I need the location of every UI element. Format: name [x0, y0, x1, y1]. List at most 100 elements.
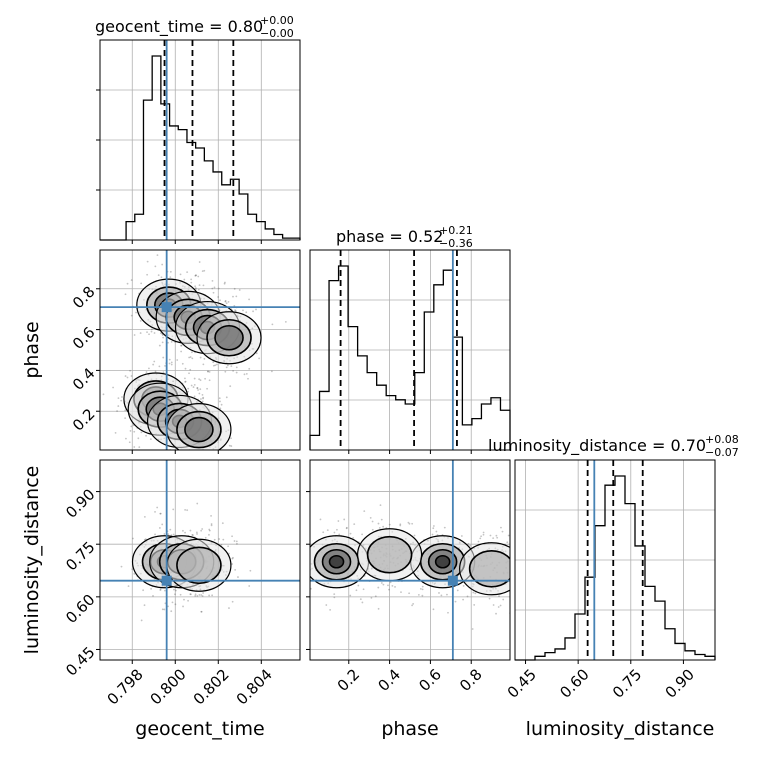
scatter-point: [284, 320, 287, 323]
scatter-point: [527, 581, 529, 583]
scatter-point: [391, 584, 394, 587]
ylabel-phase: phase: [21, 321, 43, 378]
scatter-point: [361, 601, 364, 604]
scatter-point: [154, 533, 156, 536]
scatter-point: [156, 254, 159, 257]
scatter-point: [495, 612, 497, 615]
scatter-point: [133, 334, 136, 336]
scatter-point: [187, 387, 190, 390]
scatter-point: [208, 594, 211, 597]
scatter-point: [469, 544, 472, 547]
scatter-point: [202, 592, 205, 594]
scatter-point: [189, 593, 192, 596]
scatter-point: [345, 527, 348, 530]
scatter-point: [191, 533, 194, 536]
scatter-point: [154, 370, 157, 373]
scatter-point: [170, 363, 173, 366]
scatter-point: [467, 542, 470, 545]
scatter-point: [140, 282, 143, 285]
scatter-point: [190, 351, 193, 354]
scatter-point: [184, 381, 187, 383]
scatter-point: [454, 600, 457, 603]
scatter-point: [189, 461, 191, 463]
scatter-point: [140, 431, 143, 434]
scatter-point: [338, 533, 341, 536]
tick-label-y: 0.75: [62, 538, 98, 574]
scatter-point: [248, 585, 251, 587]
scatter-point: [125, 437, 127, 440]
scatter-point: [472, 591, 475, 594]
scatter-point: [143, 538, 146, 541]
scatter-point: [168, 362, 171, 365]
scatter-point: [479, 537, 482, 540]
hist-panel-luminosity_distance: [514, 459, 716, 664]
scatter-point: [306, 546, 308, 548]
scatter-point: [488, 597, 491, 600]
scatter-point: [163, 608, 166, 611]
scatter-point: [126, 376, 129, 379]
scatter-point: [492, 537, 495, 540]
scatter-point: [535, 580, 537, 582]
scatter-point: [196, 594, 199, 597]
scatter-point: [333, 596, 336, 599]
title-luminosity-distance-minus: −0.07: [705, 446, 739, 459]
scatter-point: [443, 526, 446, 529]
scatter-point: [152, 594, 154, 597]
scatter-point: [329, 608, 332, 611]
scatter-point: [198, 261, 201, 263]
xlabel-phase: phase: [381, 718, 438, 740]
scatter-point: [120, 565, 123, 568]
scatter-point: [208, 370, 211, 373]
scatter-point: [188, 473, 190, 475]
scatter-point: [147, 464, 149, 466]
scatter-point: [146, 331, 148, 334]
scatter-point: [183, 598, 185, 601]
scatter-point: [377, 607, 380, 610]
scatter-point: [197, 452, 199, 454]
scatter-point: [116, 410, 118, 412]
scatter-point: [482, 531, 485, 534]
scatter-point: [208, 529, 211, 532]
scatter-point: [529, 589, 531, 591]
scatter-point: [158, 527, 161, 529]
scatter-point: [447, 611, 449, 614]
scatter-point: [150, 328, 153, 331]
scatter-point: [211, 287, 214, 290]
scatter-point: [333, 531, 336, 534]
tick-label-y: 0.6: [69, 323, 99, 353]
scatter-point: [194, 593, 197, 596]
scatter-point: [421, 588, 424, 591]
tick-label-y: 0.90: [62, 485, 98, 521]
scatter-point: [154, 510, 156, 513]
scatter-point: [170, 361, 173, 364]
scatter-point: [411, 604, 413, 607]
scatter-point: [129, 369, 131, 372]
scatter-point: [130, 314, 133, 317]
scatter-point: [124, 417, 127, 420]
scatter-point: [220, 543, 223, 546]
scatter-point: [456, 589, 459, 592]
scatter-point: [523, 553, 525, 555]
scatter-point: [183, 461, 185, 463]
tick-label-x: 0.60: [556, 665, 592, 701]
scatter-point: [195, 274, 197, 277]
scatter-point: [212, 364, 215, 367]
scatter-point: [199, 356, 202, 359]
scatter-point: [198, 594, 201, 596]
scatter-point: [128, 441, 131, 444]
scatter-point: [515, 574, 517, 576]
tick-label-y: 0.45: [62, 643, 98, 679]
scatter-point: [193, 377, 196, 380]
scatter-point: [198, 284, 201, 287]
scatter-point: [466, 595, 469, 598]
title-geocent-time-plus: +0.00: [260, 14, 294, 27]
scatter-point: [153, 360, 156, 363]
scatter-point: [189, 356, 192, 358]
scatter-point: [137, 437, 140, 440]
scatter-point: [227, 545, 230, 548]
scatter-point: [498, 595, 500, 598]
scatter-point: [501, 530, 504, 533]
scatter-point: [511, 586, 513, 588]
scatter-point: [223, 282, 226, 285]
scatter-point: [150, 330, 153, 333]
